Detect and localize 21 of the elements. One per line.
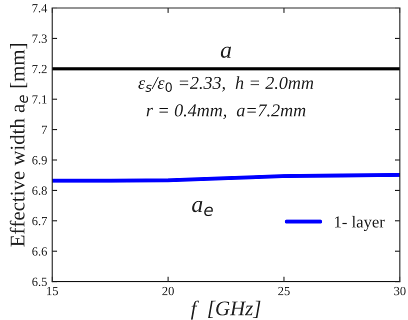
y-tick-label: 6.6 [32,247,47,256]
x-axis-title: f [GHz] [190,300,260,320]
ref-line-label: a [220,46,232,58]
x-tick-label: 30 [394,286,406,296]
y-tick-label: 6.8 [32,186,47,195]
y-tick-label: 6.9 [32,156,47,165]
x-tick-label: 15 [47,286,58,296]
y-tick-label: 6.7 [32,216,48,226]
y-tick-label: 7.2 [32,64,47,74]
legend-label: 1- layer [334,216,385,232]
y-axis-title: Effective width a$_{e}$ [mm] [10,44,28,247]
y-tick-label: 7.3 [32,34,47,43]
x-tick-label: 20 [162,286,174,296]
y-tick-label: 7.4 [32,4,48,13]
y-tick-label: 6.5 [32,278,47,286]
annotation: a$_{e}$ [192,200,213,216]
annotation: r = 0.4mm, a=7.2mm [146,104,306,120]
x-tick-label: 25 [278,286,290,296]
y-tick-label: 7.1 [32,95,47,104]
y-tick-label: 7 [42,126,48,134]
annotation: ε$_{s}$/ε$_{0}$ =2.33, h = 2.0mm [138,76,314,92]
